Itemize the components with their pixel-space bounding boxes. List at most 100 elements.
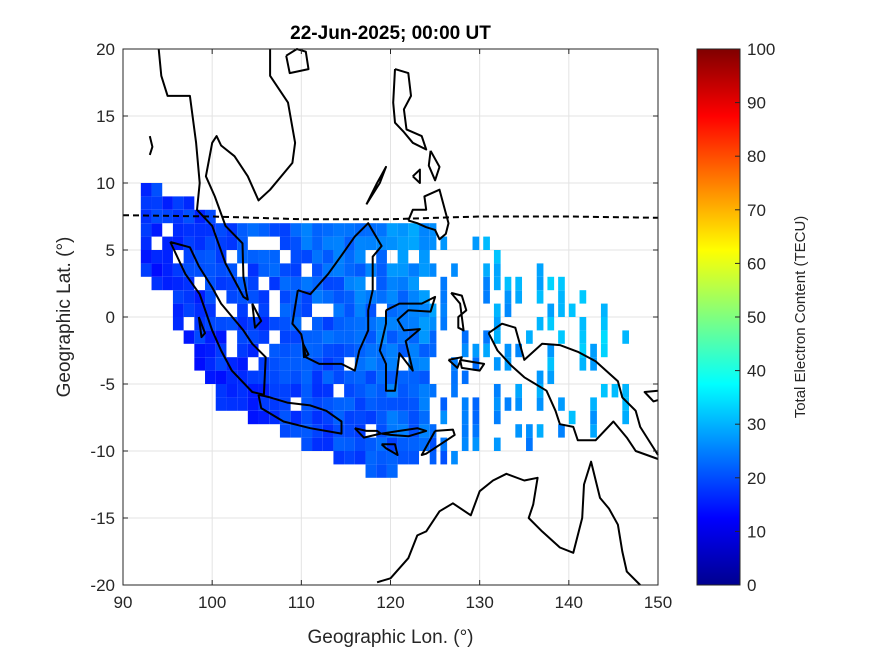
tec-cell bbox=[290, 370, 302, 384]
tec-cell bbox=[194, 303, 206, 317]
chart-title: 22-Jun-2025; 00:00 UT bbox=[290, 23, 491, 44]
tec-cell bbox=[386, 464, 398, 478]
tec-cell bbox=[290, 384, 302, 398]
tec-cell bbox=[322, 236, 334, 250]
tec-cell bbox=[429, 384, 437, 398]
tec-cell bbox=[376, 290, 387, 304]
tec-cell bbox=[333, 236, 345, 250]
tec-cell bbox=[151, 196, 163, 210]
coastline bbox=[257, 393, 343, 435]
tec-cell bbox=[322, 263, 334, 277]
tec-cell bbox=[172, 196, 184, 210]
tec-cell bbox=[493, 384, 501, 398]
tec-cell bbox=[472, 410, 480, 425]
tec-cell bbox=[312, 223, 323, 237]
tec-cell bbox=[408, 357, 420, 371]
tec-cell bbox=[386, 276, 398, 291]
tec-cell bbox=[365, 303, 377, 317]
coastline bbox=[412, 168, 421, 184]
tec-cell bbox=[483, 263, 490, 277]
tec-cell bbox=[376, 343, 387, 358]
tec-cell bbox=[258, 290, 270, 304]
tec-cell bbox=[461, 410, 469, 425]
tec-cell bbox=[440, 276, 448, 291]
tec-cell bbox=[354, 303, 366, 317]
coastline bbox=[487, 332, 659, 460]
colorbar-tick-label: 0 bbox=[747, 576, 756, 595]
tec-cell bbox=[247, 290, 259, 304]
tec-cell bbox=[461, 330, 469, 344]
tec-cell bbox=[451, 451, 458, 465]
tec-cell bbox=[536, 317, 544, 331]
tec-cell bbox=[162, 263, 173, 277]
tec-cell bbox=[526, 330, 533, 344]
tec-cell bbox=[237, 276, 248, 291]
tec-cell bbox=[322, 397, 334, 411]
tec-cell bbox=[269, 397, 280, 411]
tec-cell bbox=[568, 410, 576, 425]
tec-cell bbox=[354, 330, 366, 344]
tec-cell bbox=[215, 397, 227, 411]
tec-cell bbox=[397, 384, 409, 398]
tec-cell bbox=[344, 410, 355, 425]
tec-cell bbox=[397, 410, 409, 425]
tec-cell bbox=[333, 263, 345, 277]
tec-cell bbox=[258, 397, 270, 411]
tec-cell bbox=[376, 410, 387, 425]
tec-cell bbox=[408, 263, 420, 277]
tec-cell bbox=[354, 357, 366, 371]
tec-cell bbox=[140, 250, 152, 264]
tec-cell bbox=[365, 236, 377, 250]
tec-cell bbox=[344, 263, 355, 277]
y-tick-label: 5 bbox=[106, 241, 115, 260]
tec-cell bbox=[419, 330, 430, 344]
tec-cell bbox=[547, 303, 555, 317]
tec-cell bbox=[440, 303, 448, 317]
tec-cell bbox=[279, 410, 291, 425]
tec-cell bbox=[622, 410, 630, 425]
tec-cell bbox=[237, 384, 248, 398]
tec-cell bbox=[536, 384, 544, 398]
tec-cell bbox=[344, 317, 355, 331]
tec-cell bbox=[269, 357, 280, 371]
tec-cell bbox=[354, 410, 366, 425]
x-tick-label: 150 bbox=[644, 593, 672, 612]
tec-cell bbox=[279, 343, 291, 358]
tec-cell bbox=[397, 451, 409, 465]
tec-cell bbox=[344, 437, 355, 451]
tec-cell bbox=[312, 317, 323, 331]
tec-cell bbox=[429, 303, 437, 317]
tec-cell bbox=[590, 410, 597, 425]
tec-cell bbox=[247, 330, 259, 344]
tec-cell bbox=[183, 276, 195, 291]
tec-cell bbox=[419, 223, 430, 237]
tec-cell bbox=[194, 343, 206, 358]
tec-cell bbox=[205, 357, 216, 371]
tec-cell bbox=[269, 276, 280, 291]
tec-cell bbox=[408, 290, 420, 304]
tec-cell bbox=[365, 451, 377, 465]
tec-cell bbox=[322, 410, 334, 425]
tec-cell bbox=[386, 303, 398, 317]
tec-cell bbox=[140, 236, 152, 250]
tec-cell bbox=[408, 343, 420, 358]
tec-cell bbox=[247, 223, 259, 237]
tec-cell bbox=[205, 343, 216, 358]
tec-cell bbox=[504, 303, 512, 317]
tec-cell bbox=[312, 384, 323, 398]
tec-cell bbox=[365, 263, 377, 277]
tec-cell bbox=[237, 317, 248, 331]
tec-cell bbox=[301, 330, 313, 344]
tec-cell bbox=[226, 357, 238, 371]
tec-cell bbox=[440, 437, 448, 451]
tec-cell bbox=[590, 357, 597, 371]
tec-cell bbox=[140, 223, 152, 237]
tec-cell bbox=[247, 410, 259, 425]
tec-cell bbox=[279, 397, 291, 411]
tec-cell bbox=[301, 357, 313, 371]
tec-cell bbox=[322, 250, 334, 264]
tec-cell bbox=[579, 357, 587, 371]
tec-cell bbox=[547, 343, 555, 358]
tec-cell bbox=[247, 384, 259, 398]
tec-cell bbox=[226, 384, 238, 398]
